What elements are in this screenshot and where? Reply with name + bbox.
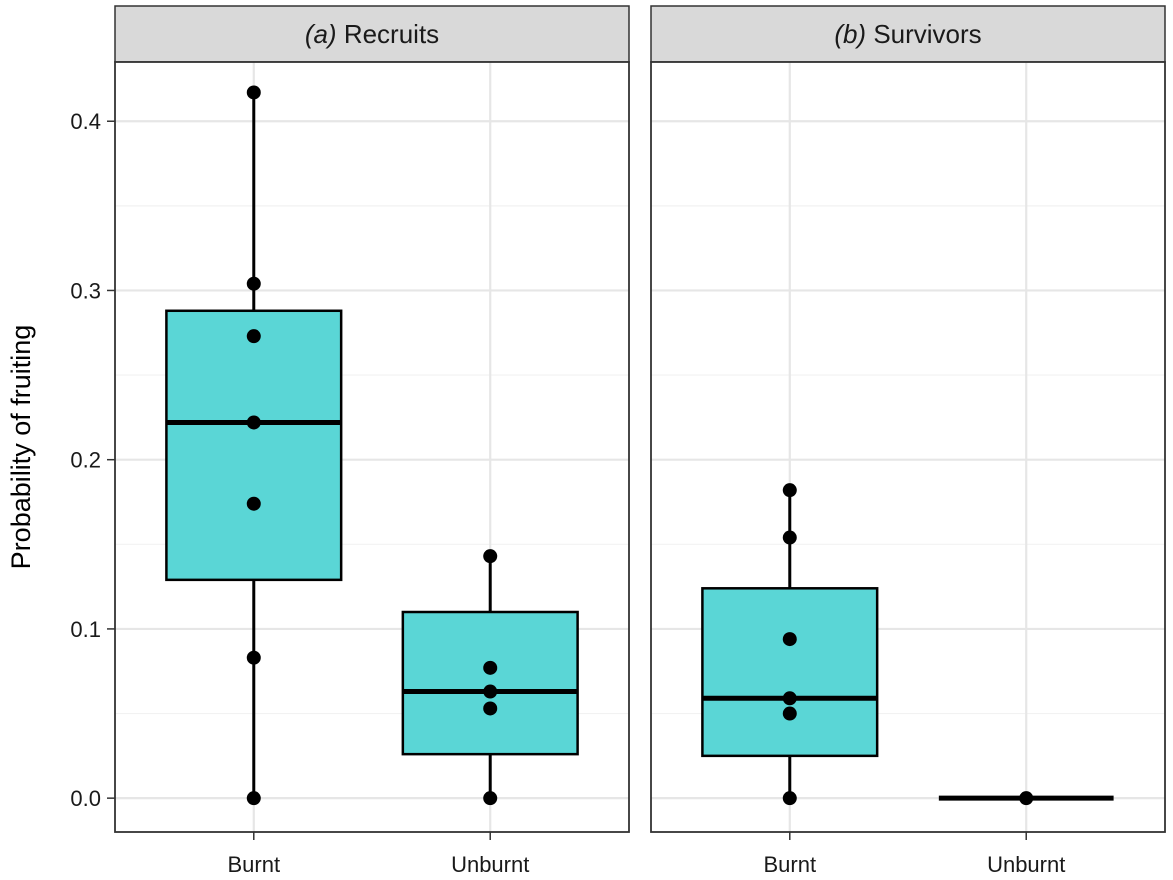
panel-border	[114, 61, 630, 833]
facet-label-name: Recruits	[337, 19, 440, 49]
box-iqr	[701, 587, 879, 758]
y-tick-label: 0.0	[70, 786, 101, 811]
facet-strip	[650, 5, 1166, 63]
facet-panels: (a) Recruits Burnt Unburnt (b) Survivors Bur…	[114, 5, 1166, 877]
data-point	[483, 684, 498, 699]
facet-panel-0: (a) Recruits Burnt Unburnt	[114, 5, 630, 877]
data-point	[782, 706, 797, 721]
data-point	[782, 483, 797, 498]
box-iqr	[165, 309, 343, 582]
facet-panel-1: (b) Survivors Burnt Unburnt	[650, 5, 1166, 877]
data-point	[246, 276, 261, 291]
facet-strip-label: (b) Survivors	[834, 19, 981, 49]
facet-label-prefix: (b)	[834, 19, 866, 49]
facet-strip	[114, 5, 630, 63]
data-point	[782, 632, 797, 647]
panel-border	[650, 61, 1166, 833]
facet-strip-label: (a) Recruits	[305, 19, 439, 49]
data-point	[1019, 791, 1034, 806]
data-point	[246, 791, 261, 806]
y-tick-label: 0.3	[70, 278, 101, 303]
facet-label-prefix: (a)	[305, 19, 337, 49]
x-tick-label: Burnt	[763, 852, 816, 877]
y-tick-label: 0.2	[70, 448, 101, 473]
data-point	[246, 650, 261, 665]
data-point	[246, 329, 261, 344]
data-point	[246, 496, 261, 511]
x-tick-label: Burnt	[227, 852, 280, 877]
data-point	[782, 791, 797, 806]
y-tick-label: 0.1	[70, 617, 101, 642]
x-tick-label: Unburnt	[451, 852, 529, 877]
y-tick-label: 0.4	[70, 109, 101, 134]
data-point	[246, 415, 261, 430]
facet-label-name: Survivors	[866, 19, 982, 49]
data-point	[483, 791, 498, 806]
box-iqr	[401, 610, 579, 756]
x-tick-label: Unburnt	[987, 852, 1065, 877]
y-axis-title: Probability of fruiting	[6, 325, 36, 570]
y-axis-ticks: 0.0 0.1 0.2 0.3 0.4	[70, 109, 115, 811]
data-point	[246, 85, 261, 100]
data-point	[483, 701, 498, 716]
data-point	[782, 691, 797, 706]
data-point	[483, 660, 498, 675]
data-point	[782, 530, 797, 545]
data-point	[483, 549, 498, 564]
